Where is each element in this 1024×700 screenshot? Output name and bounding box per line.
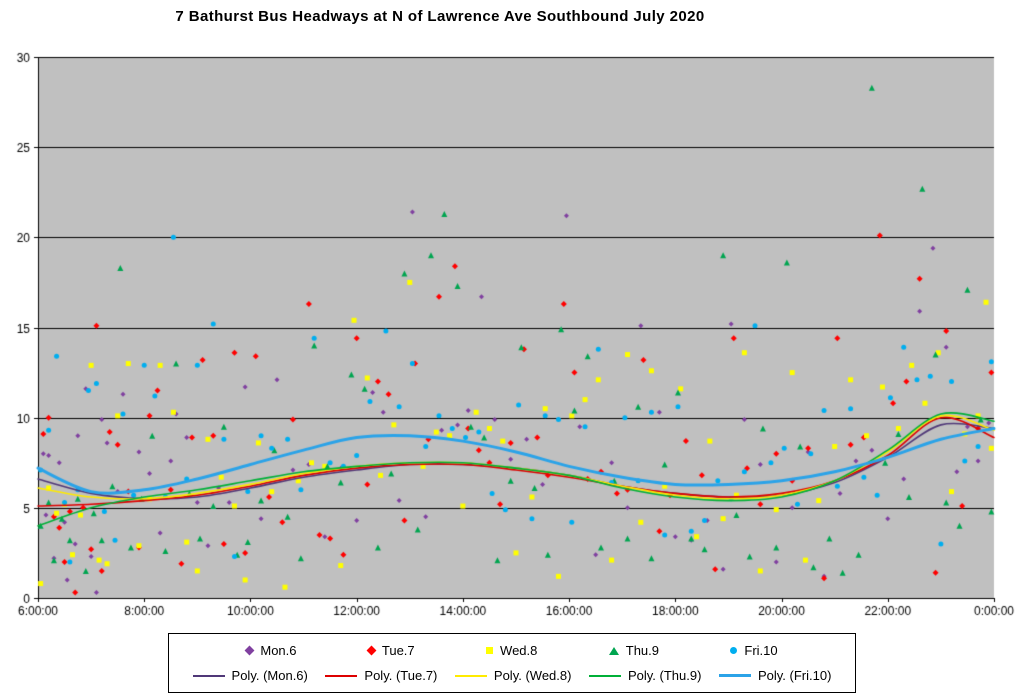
legend-label: Poly. (Mon.6) bbox=[231, 668, 308, 683]
chart-canvas bbox=[0, 30, 1024, 630]
legend-item-poly-2: Poly. (Wed.8) bbox=[454, 668, 572, 683]
legend-label: Poly. (Fri.10) bbox=[757, 668, 832, 683]
legend-item-poly-0: Poly. (Mon.6) bbox=[192, 668, 308, 683]
square-marker-icon bbox=[486, 647, 494, 654]
legend-label: Poly. (Thu.9) bbox=[627, 668, 702, 683]
trendline-swatch-icon bbox=[192, 674, 225, 677]
legend-item-poly-3: Poly. (Thu.9) bbox=[588, 668, 702, 683]
legend-item-thu9: Thu.9 bbox=[608, 643, 659, 658]
legend-label: Fri.10 bbox=[744, 643, 778, 658]
legend-item-fri10: Fri.10 bbox=[730, 643, 778, 658]
triangle-marker-icon bbox=[608, 646, 619, 655]
chart-title: 7 Bathurst Bus Headways at N of Lawrence… bbox=[175, 8, 705, 25]
legend-label: Thu.9 bbox=[625, 643, 659, 658]
legend-label: Wed.8 bbox=[500, 643, 538, 658]
trendline-swatch-icon bbox=[454, 674, 487, 677]
legend-item-tue7: Tue.7 bbox=[366, 643, 415, 658]
legend-item-wed8: Wed.8 bbox=[486, 643, 537, 658]
legend-label: Poly. (Wed.8) bbox=[493, 668, 572, 683]
legend-label: Mon.6 bbox=[260, 643, 297, 658]
chart-legend: Mon.6 Tue.7 Wed.8 Thu.9 Fri.10 Poly. (Mon.6)… bbox=[168, 633, 856, 693]
legend-label: Poly. (Tue.7) bbox=[364, 668, 438, 683]
legend-row-markers: Mon.6 Tue.7 Wed.8 Thu.9 Fri.10 bbox=[175, 638, 849, 663]
circle-marker-icon bbox=[730, 647, 738, 654]
trendline-swatch-icon bbox=[325, 674, 358, 677]
diamond-marker-icon bbox=[366, 645, 377, 656]
diamond-marker-icon bbox=[244, 645, 255, 656]
legend-item-poly-4: Poly. (Fri.10) bbox=[718, 668, 832, 683]
legend-item-poly-1: Poly. (Tue.7) bbox=[325, 668, 437, 683]
trendline-swatch-icon bbox=[588, 674, 621, 677]
legend-item-mon6: Mon.6 bbox=[244, 643, 297, 658]
legend-label: Tue.7 bbox=[381, 643, 415, 658]
legend-row-lines: Poly. (Mon.6) Poly. (Tue.7) Poly. (Wed.8) P… bbox=[175, 663, 849, 688]
trendline-swatch-icon bbox=[718, 674, 751, 677]
